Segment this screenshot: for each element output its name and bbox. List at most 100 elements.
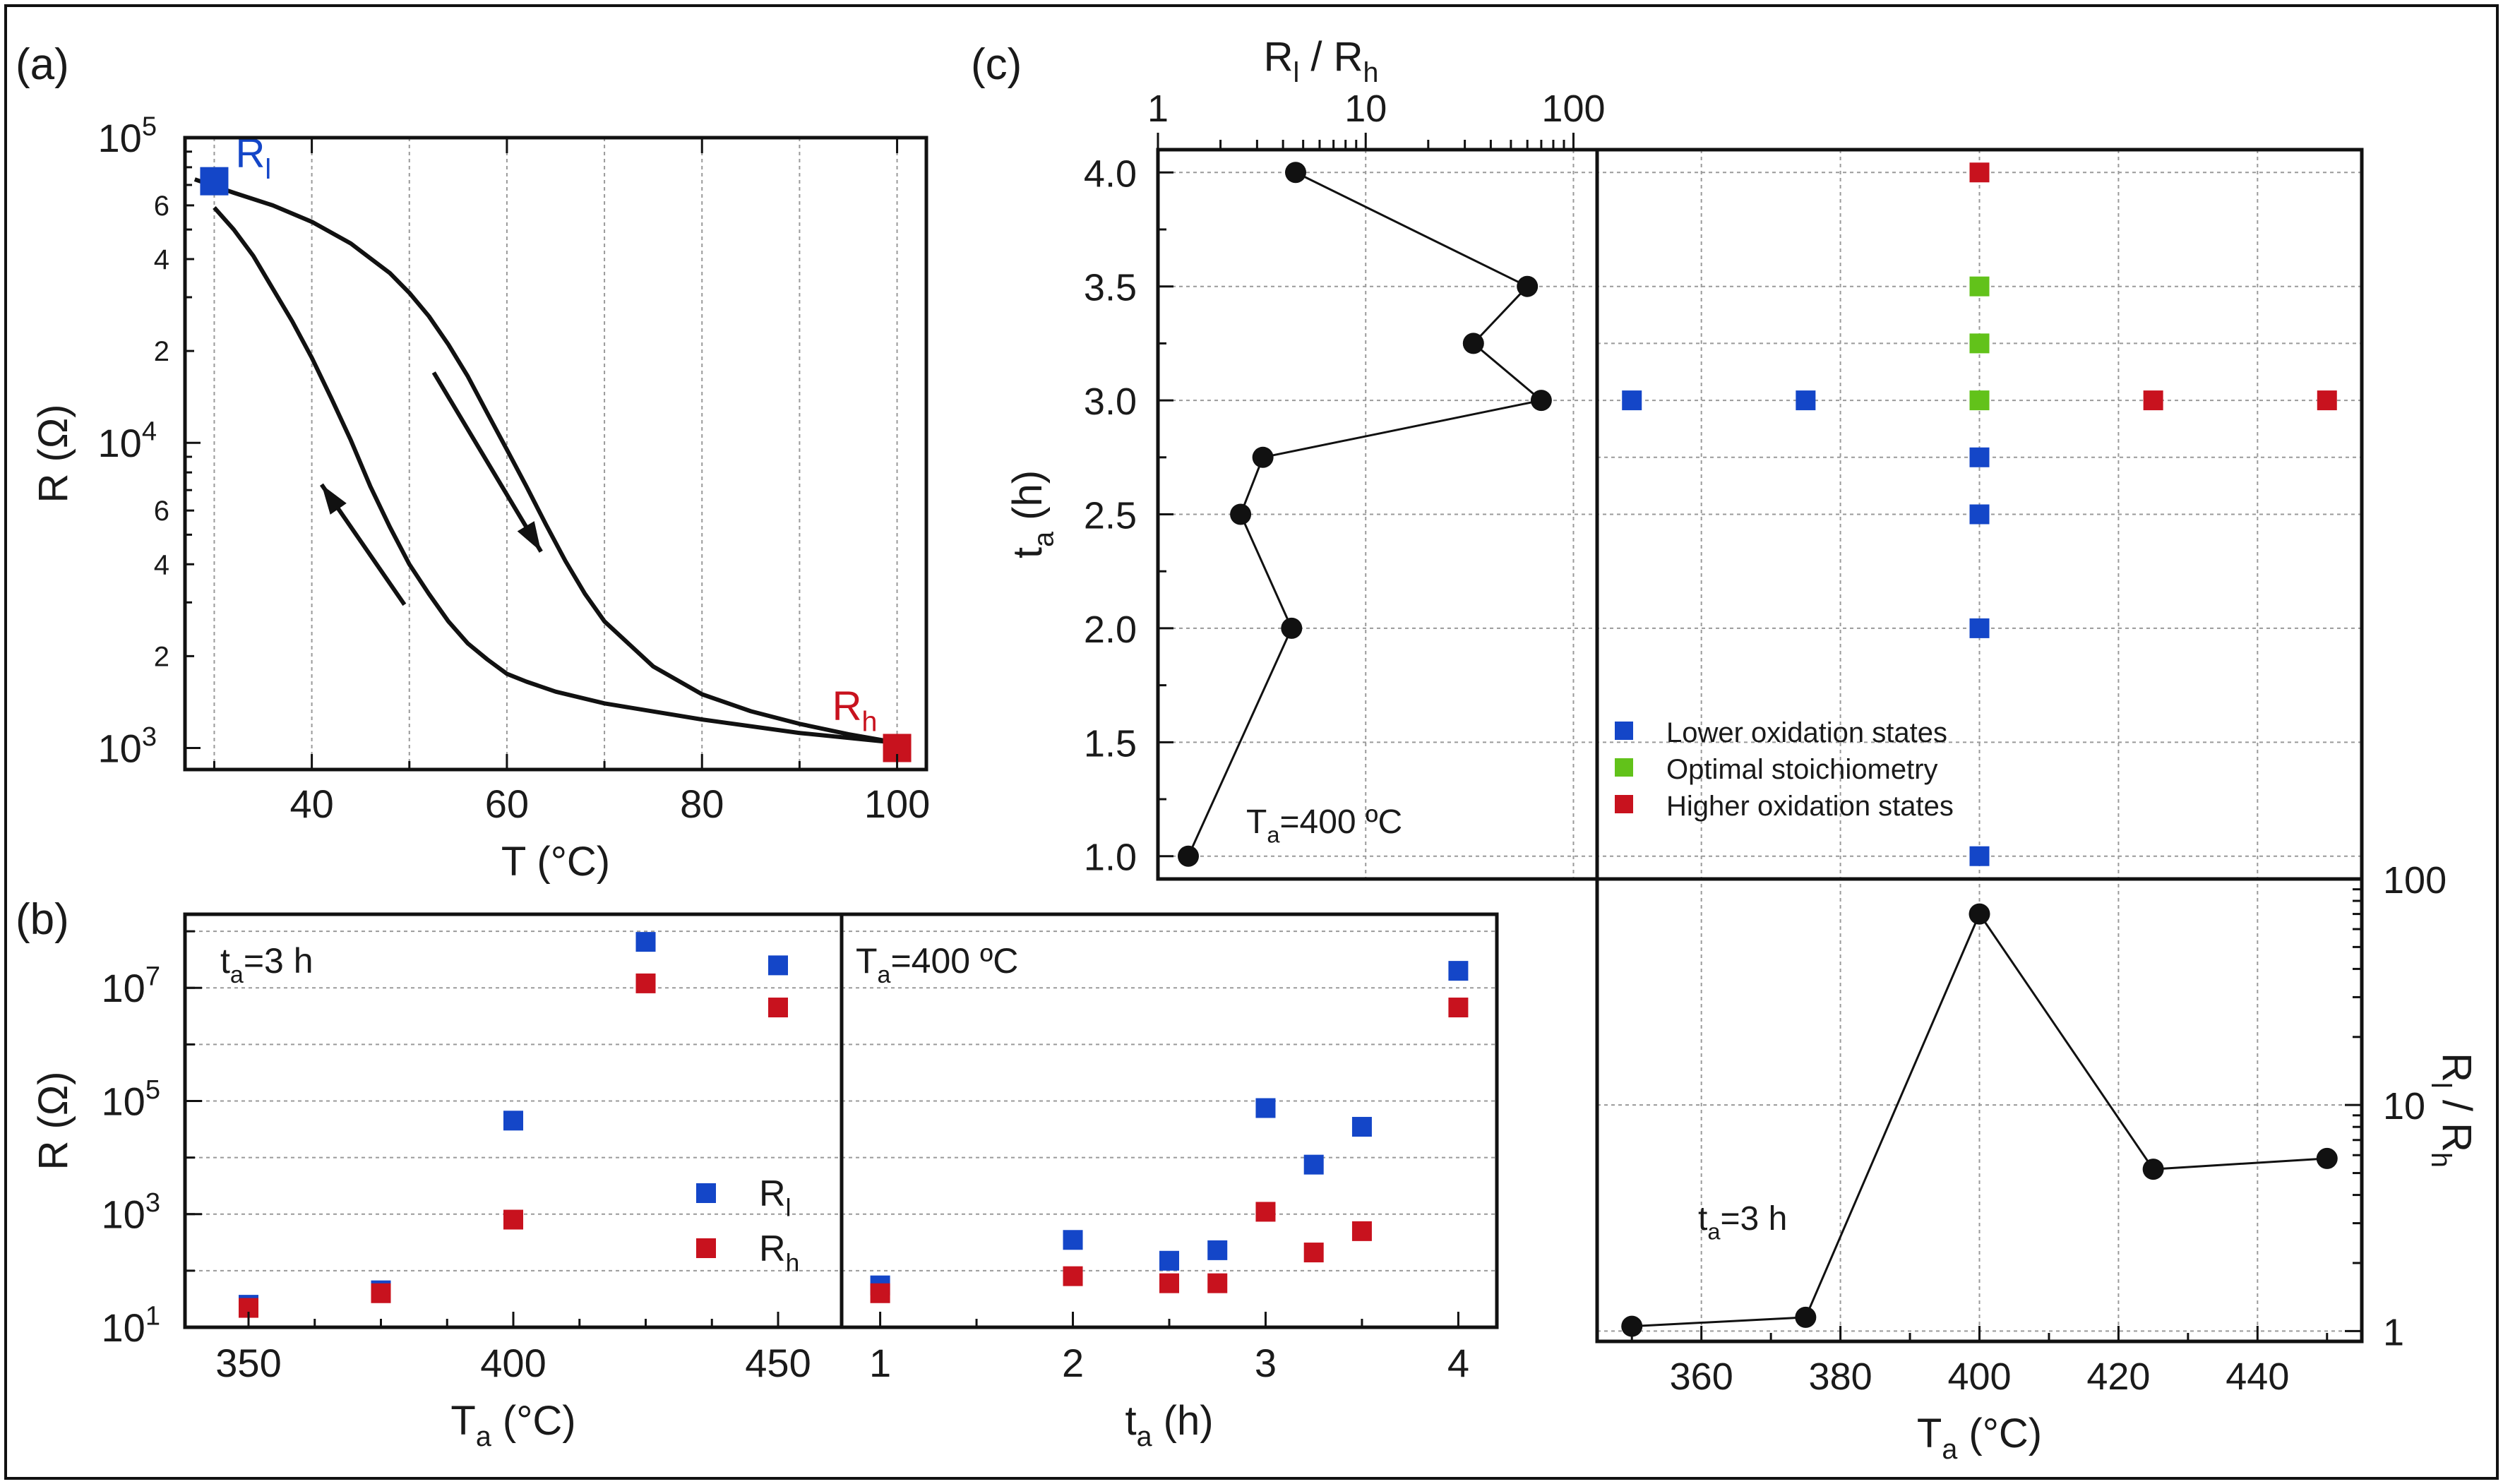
c-left-ylabel: ta (h) (1005, 470, 1059, 558)
c-map-point-lower (1622, 390, 1642, 411)
b-ytick-label: 103 (102, 1188, 160, 1237)
b-point-Rh (371, 1283, 391, 1303)
b-legend-swatch-h (696, 1238, 716, 1258)
a-xlabel: T (°C) (501, 839, 610, 885)
c-bottom-xtick-label: 360 (1670, 1356, 1733, 1398)
panel-label-b: (b) (16, 895, 69, 944)
c-legend-label-optimal: Optimal stoichiometry (1666, 754, 1938, 785)
b-left-annotation: ta=3 h (220, 941, 313, 988)
b-legend-label-l: Rl (759, 1173, 791, 1222)
c-legend-label-lower: Lower oxidation states (1666, 717, 1947, 748)
c-left-line (1187, 171, 1543, 857)
c-left-point (1530, 390, 1552, 412)
a-xtick-label: 60 (485, 782, 529, 826)
b-point-Rl (1351, 1117, 1372, 1137)
figure-border (4, 4, 2499, 1480)
c-map-point-optimal (1969, 276, 1990, 297)
a-curve-cooling (213, 206, 897, 746)
c-left-point (1281, 617, 1303, 639)
c-top-xtick-label: 10 (1344, 88, 1387, 130)
c-bottom-xtick-label: 420 (2086, 1356, 2150, 1398)
b-point-Rh (1063, 1266, 1083, 1286)
a-ytick-minor-label: 6 (154, 496, 169, 527)
a-xtick-label: 100 (864, 782, 930, 826)
c-bottom-point (2142, 1159, 2164, 1180)
c-map-point-lower (1969, 504, 1990, 525)
b-point-Rl (1207, 1240, 1228, 1260)
c-left-point (1285, 162, 1307, 184)
c-left-point (1462, 333, 1484, 354)
c-bottom-ytick-label: 1 (2383, 1311, 2404, 1353)
c-legend-label-higher: Higher oxidation states (1666, 791, 1954, 822)
a-ylabel: R (Ω) (30, 405, 76, 503)
c-map-point-optimal (1969, 333, 1990, 354)
b-point-Rh (1351, 1221, 1372, 1241)
a-xtick-label: 80 (680, 782, 724, 826)
b-point-Rh (1448, 998, 1469, 1018)
b-left-xlabel: Ta (°C) (450, 1398, 575, 1452)
c-map-point-lower (1969, 447, 1990, 467)
c-ytick-label: 1.0 (1084, 837, 1137, 879)
b-ytick-label: 107 (102, 962, 160, 1011)
a-ytick-minor-label: 4 (154, 244, 169, 275)
b-point-Rl (1255, 1098, 1276, 1118)
b-left-xtick-label: 350 (215, 1341, 281, 1385)
c-ytick-label: 2.5 (1084, 495, 1137, 537)
b-point-Rl (503, 1111, 523, 1131)
b-point-Rl (1303, 1154, 1324, 1175)
a-ytick-minor-label: 6 (154, 191, 169, 222)
b-right-xtick-label: 1 (869, 1341, 891, 1385)
b-ylabel: R (Ω) (30, 1072, 76, 1171)
c-legend-swatch-optimal (1615, 758, 1633, 777)
c-bottom-point (2316, 1147, 2338, 1169)
c-map-point-higher (1969, 162, 1990, 183)
c-ytick-label: 3.5 (1084, 267, 1137, 309)
a-curve-heating (193, 177, 898, 746)
b-right-xtick-label: 3 (1255, 1341, 1277, 1385)
b-point-Rh (870, 1283, 890, 1303)
a-arrow-shaft-0 (431, 371, 543, 553)
b-right-xtick-label: 4 (1447, 1341, 1469, 1385)
c-legend-swatch-higher (1615, 795, 1633, 813)
c-left-annotation: Ta=400 ºC (1246, 803, 1402, 847)
c-map-point-lower (1796, 390, 1816, 411)
b-point-Rh (768, 998, 788, 1018)
a-xtick-label: 40 (289, 782, 333, 826)
panel-label-a: (a) (16, 40, 69, 89)
b-point-Rl (768, 955, 788, 976)
a-arrow-head-1 (321, 484, 347, 515)
c-ytick-label: 1.5 (1084, 722, 1137, 765)
a-ytick-label: 105 (98, 112, 157, 160)
c-bottom-xlabel: Ta (°C) (1917, 1411, 2042, 1465)
c-map-point-higher (2317, 390, 2337, 411)
b-point-Rl (635, 932, 656, 952)
c-left-point (1517, 275, 1539, 297)
c-map-point-lower (1969, 618, 1990, 638)
c-top-xtick-label: 100 (1541, 88, 1605, 130)
c-bottom-ytick-label: 10 (2383, 1085, 2425, 1127)
b-right-xlabel: ta (h) (1125, 1398, 1213, 1452)
a-ytick-minor-label: 4 (154, 549, 169, 580)
a-ytick-label: 103 (98, 722, 157, 771)
c-bottom-xtick-label: 400 (1947, 1356, 2011, 1398)
b-point-Rl (1063, 1230, 1083, 1250)
b-right-annotation: Ta=400 ºC (856, 941, 1018, 988)
b-point-Rh (1303, 1243, 1324, 1263)
c-top-axis-title: Rl / Rh (1264, 34, 1379, 88)
b-legend-label-h: Rh (759, 1228, 799, 1277)
a-marker-l (200, 167, 229, 196)
panel-label-c: (c) (971, 40, 1022, 89)
b-ytick-label: 105 (102, 1075, 160, 1124)
c-bottom-annotation: ta=3 h (1698, 1200, 1787, 1244)
b-left-xtick-label: 400 (480, 1341, 546, 1385)
c-left-point (1252, 446, 1274, 468)
b-right-xtick-label: 2 (1062, 1341, 1084, 1385)
c-ytick-label: 2.0 (1084, 609, 1137, 651)
b-point-Rl (1448, 961, 1469, 981)
c-bottom-point (1969, 903, 1990, 925)
c-bottom-ytick-label: 100 (2383, 859, 2447, 902)
b-point-Rl (1159, 1250, 1179, 1271)
c-bottom-point (1795, 1306, 1817, 1328)
b-point-Rh (503, 1209, 523, 1230)
